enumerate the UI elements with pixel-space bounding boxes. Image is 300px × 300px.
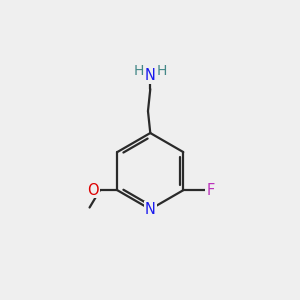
Text: F: F [206,183,214,198]
Text: N: N [145,202,156,217]
Text: H: H [156,64,167,78]
Text: O: O [87,183,99,198]
Text: H: H [134,64,144,78]
Text: N: N [145,68,156,83]
